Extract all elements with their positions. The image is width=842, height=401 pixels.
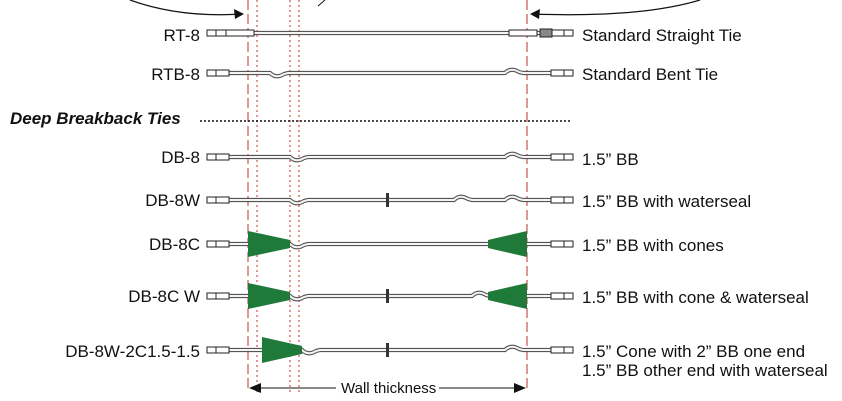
tie-end-right-rt-8 — [550, 29, 574, 37]
tie-collar-right-rt-8 — [508, 29, 538, 37]
tie-rod-db-8c-w — [228, 291, 552, 301]
tie-rod-rtb-8 — [228, 68, 552, 78]
tie-end-right-db-8w — [550, 196, 574, 204]
top-leader-line — [317, 0, 326, 7]
tie-code-rt-8: RT-8 — [163, 26, 200, 45]
cone-left-db-8c — [248, 231, 290, 257]
waterseal-db-8w-2c — [386, 343, 389, 357]
top-arrowhead-left — [234, 9, 244, 19]
tie-end-left-db-8c-w — [206, 292, 230, 300]
waterseal-db-8w — [386, 193, 389, 207]
tie-end-right-rtb-8 — [550, 69, 574, 77]
top-arrowhead-right — [530, 9, 540, 19]
tie-end-left-rtb-8 — [206, 69, 230, 77]
tie-end-left-db-8w-2c — [206, 346, 230, 354]
section-title: Deep Breakback Ties — [10, 109, 181, 128]
tie-end-right-db-8w-2c — [550, 346, 574, 354]
top-arrow-right — [531, 0, 701, 16]
tie-description-db-8w-2c-line1: 1.5” Cone with 2” BB one end — [582, 342, 806, 361]
cone-right-db-8c — [488, 231, 527, 257]
wall-thickness-label: Wall thickness — [338, 381, 440, 396]
tie-rod-db-8w — [228, 195, 552, 205]
cone-right-db-8c-w — [488, 283, 527, 309]
tie-description-db-8: 1.5” BB — [582, 150, 639, 169]
dimension-arrowhead-right — [514, 383, 526, 393]
tie-end-right-db-8c-w — [550, 292, 574, 300]
tie-end-right-db-8 — [550, 153, 574, 161]
tie-end-left-db-8 — [206, 153, 230, 161]
tie-end-left-db-8c — [206, 240, 230, 248]
tie-description-db-8w: 1.5” BB with waterseal — [582, 192, 752, 211]
tie-description-db-8c-w: 1.5” BB with cone & waterseal — [582, 288, 809, 307]
tie-code-db-8w-2c: DB-8W-2C1.5-1.5 — [65, 342, 200, 361]
tie-code-rtb-8: RTB-8 — [151, 65, 200, 84]
tie-nut-right-rt-8 — [539, 28, 553, 38]
waterseal-db-8c-w — [386, 289, 389, 303]
top-arrow-left — [129, 0, 243, 16]
tie-end-right-db-8c — [550, 240, 574, 248]
tie-code-db-8w: DB-8W — [145, 191, 200, 210]
dimension-arrowhead-left — [249, 383, 261, 393]
tie-description-rtb-8: Standard Bent Tie — [582, 65, 719, 84]
cone-left-db-8c-w — [248, 283, 290, 309]
tie-description-db-8w-2c-line2: 1.5” BB other end with waterseal — [582, 361, 828, 380]
tie-description-rt-8: Standard Straight Tie — [582, 26, 742, 45]
tie-rod-db-8 — [228, 152, 552, 162]
cone-left-db-8w-2c — [262, 337, 302, 363]
tie-code-db-8: DB-8 — [161, 148, 200, 167]
tie-collar-left-rt-8 — [225, 29, 255, 37]
tie-code-db-8c: DB-8C — [148, 235, 200, 254]
tie-code-db-8c-w: DB-8C W — [128, 287, 200, 306]
tie-rod-db-8w-2c — [228, 345, 552, 355]
tie-description-db-8c: 1.5” BB with cones — [582, 236, 724, 255]
tie-end-left-db-8w — [206, 196, 230, 204]
